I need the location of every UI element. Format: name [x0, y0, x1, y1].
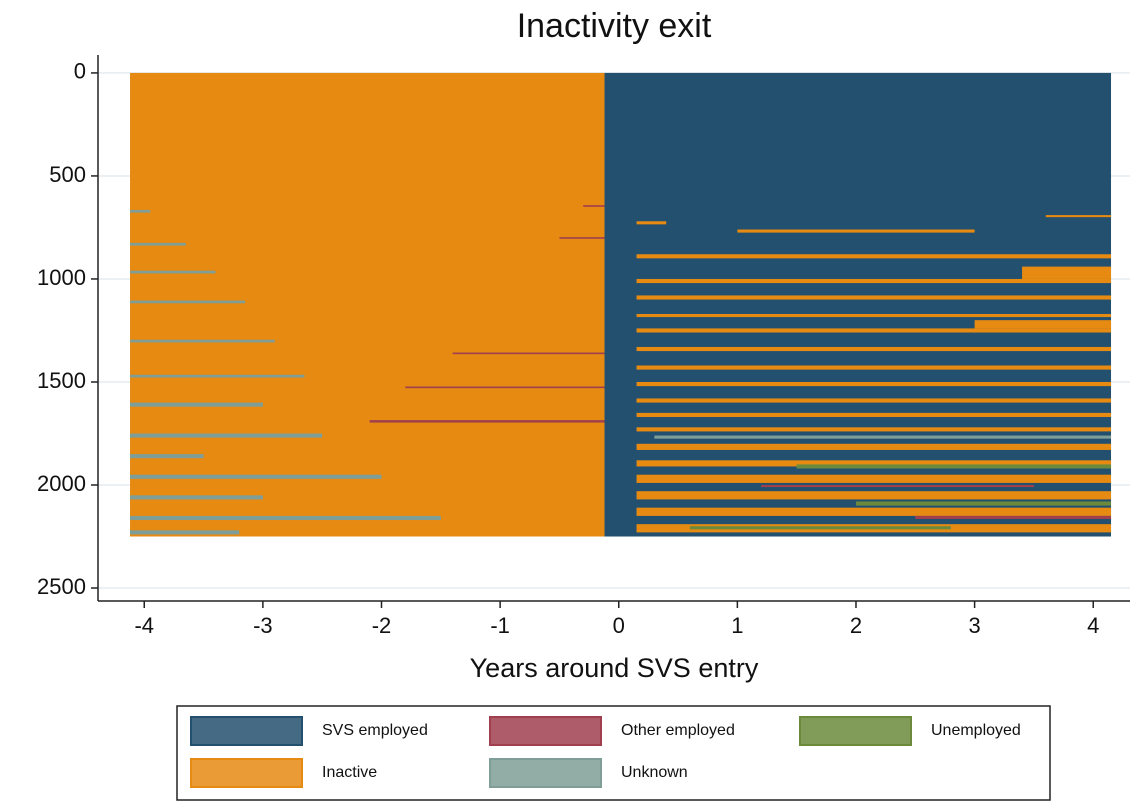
- legend-swatch: [489, 716, 602, 746]
- sequence-segment: [636, 346, 1112, 352]
- y-tick-label: 0: [74, 59, 86, 84]
- sequence-segment: [130, 530, 240, 535]
- sequence-segment: [636, 381, 1112, 387]
- legend-label: SVS employed: [322, 722, 428, 739]
- sequence-segment: [1045, 215, 1112, 218]
- sequence-segment: [130, 242, 186, 246]
- sequence-segment: [915, 515, 1112, 519]
- sequence-segment: [636, 443, 1112, 450]
- sequence-segment: [130, 474, 382, 479]
- y-tick-label: 2000: [37, 471, 86, 496]
- x-tick-label: -1: [490, 613, 510, 638]
- chart-title: Inactivity exit: [517, 7, 712, 45]
- sequence-segment: [583, 205, 605, 207]
- x-tick-label: -2: [372, 613, 392, 638]
- sequence-segment: [636, 328, 1112, 333]
- sequence-segment: [636, 278, 1112, 284]
- x-axis-label: Years around SVS entry: [470, 653, 759, 683]
- x-tick-label: 1: [731, 613, 743, 638]
- legend-swatch: [190, 716, 303, 746]
- sequence-segment: [130, 495, 263, 500]
- sequence-segment: [604, 72, 1112, 537]
- legend-swatch: [489, 758, 602, 788]
- sequence-segment: [130, 72, 605, 537]
- sequence-segment: [130, 433, 323, 438]
- sequence-segment: [1022, 266, 1112, 279]
- y-tick-label: 1500: [37, 368, 86, 393]
- sequence-segment: [689, 526, 951, 530]
- x-tick-label: -4: [134, 613, 154, 638]
- sequence-segment: [130, 300, 246, 304]
- sequence-segment: [559, 237, 605, 239]
- x-tick-label: 2: [850, 613, 862, 638]
- marks: [130, 72, 1112, 537]
- sequence-segment: [974, 320, 1112, 329]
- legend-label: Unknown: [621, 764, 688, 781]
- sequence-segment: [654, 435, 1112, 439]
- x-tick-label: 4: [1087, 613, 1099, 638]
- legend-swatch: [799, 716, 912, 746]
- sequence-segment: [855, 501, 1112, 506]
- legend-label: Unemployed: [931, 722, 1021, 739]
- sequence-segment: [405, 386, 605, 389]
- legend-box: [176, 705, 1051, 801]
- sequence-segment: [737, 229, 975, 233]
- sequence-segment: [636, 398, 1112, 403]
- x-tick-label: -3: [253, 613, 273, 638]
- sequence-segment: [130, 402, 263, 407]
- legend-label: Inactive: [322, 764, 377, 781]
- sequence-segment: [130, 209, 151, 213]
- sequence-segment: [636, 254, 1112, 259]
- sequence-segment: [130, 515, 441, 521]
- sequence-segment: [452, 352, 605, 355]
- sequence-segment: [636, 313, 1112, 318]
- sequence-segment: [636, 295, 1112, 300]
- sequence-segment: [130, 339, 275, 343]
- sequence-segment: [130, 374, 305, 378]
- legend-swatch: [190, 758, 303, 788]
- sequence-segment: [636, 507, 1112, 516]
- sequence-segment: [130, 270, 216, 274]
- sequence-segment: [636, 412, 1112, 418]
- y-tick-label: 2500: [37, 574, 86, 599]
- sequence-segment: [636, 491, 1112, 500]
- sequence-segment: [130, 454, 204, 459]
- x-tick-label: 0: [613, 613, 625, 638]
- x-tick-label: 3: [968, 613, 980, 638]
- sequence-segment: [369, 420, 605, 423]
- sequence-segment: [636, 460, 1112, 467]
- legend-label: Other employed: [621, 722, 735, 739]
- y-tick-label: 1000: [37, 265, 86, 290]
- y-tick-label: 500: [49, 162, 86, 187]
- sequence-segment: [636, 365, 1112, 370]
- sequence-segment: [796, 464, 1112, 469]
- sequence-segment: [636, 474, 1112, 483]
- sequence-segment: [761, 485, 1034, 488]
- sequence-segment: [636, 221, 667, 225]
- sequence-segment: [636, 427, 1112, 432]
